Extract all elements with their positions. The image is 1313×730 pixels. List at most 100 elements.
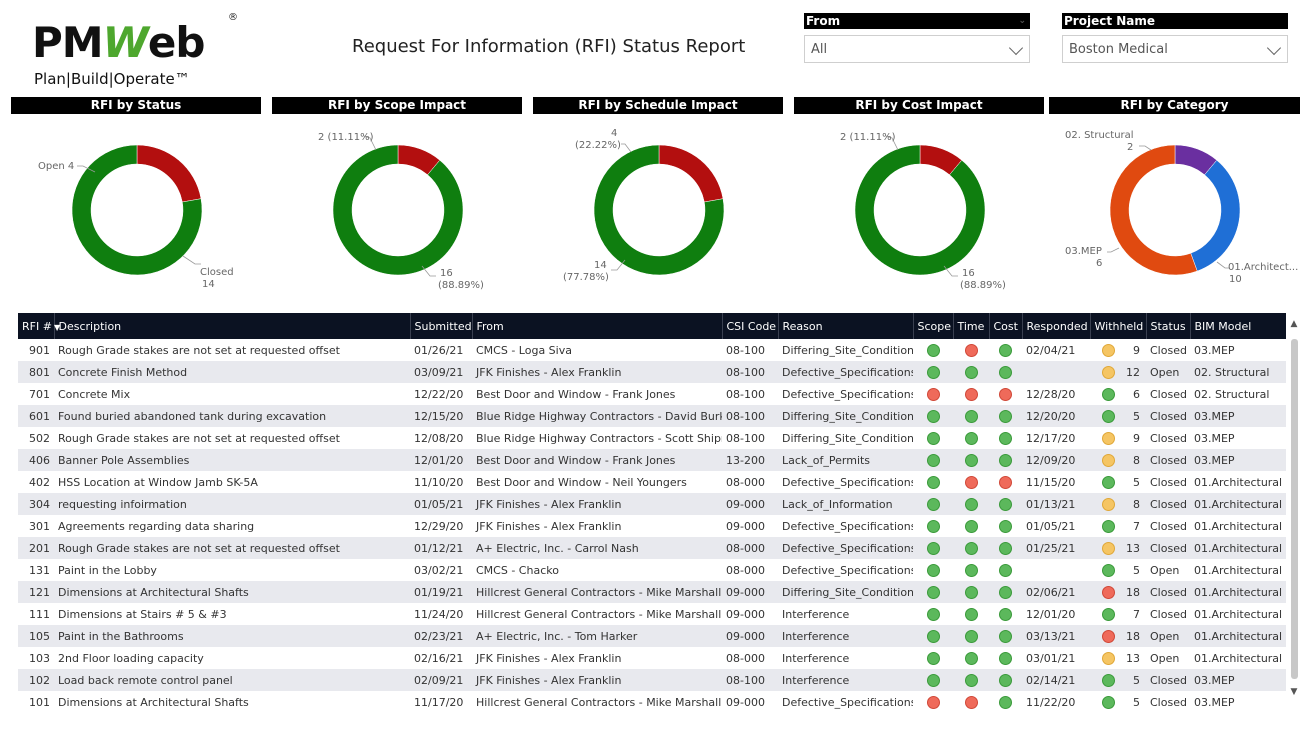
table-row[interactable]: 103 2nd Floor loading capacity 02/16/21 JFK… xyxy=(18,647,1286,669)
data-label: Closed xyxy=(200,267,234,278)
withheld-days: 6 xyxy=(1133,387,1140,401)
responded-cell: 12/09/20 xyxy=(1022,449,1090,471)
table-row[interactable]: 901 Rough Grade stakes are not set at req… xyxy=(18,339,1286,361)
column-header-submitted[interactable]: Submitted xyxy=(409,313,472,339)
project-name-dropdown[interactable]: Boston Medical xyxy=(1062,35,1288,63)
status-cell: Open xyxy=(1150,651,1180,665)
withheld-indicator-icon xyxy=(1102,519,1115,533)
donut-slice-closed[interactable] xyxy=(71,144,203,276)
table-row[interactable]: 301 Agreements regarding data sharing 12/2… xyxy=(18,515,1286,537)
column-header-rfi-number[interactable]: RFI # ▼ xyxy=(18,313,60,339)
cost-cell xyxy=(989,581,1022,603)
logo-registered-mark: ® xyxy=(228,12,238,23)
rfi-by-schedule-impact-chart[interactable]: RFI by Schedule Impact 4 (22.22%) 14 (77… xyxy=(533,97,783,297)
bim-model-cell: 03.MEP xyxy=(1194,695,1235,709)
table-row[interactable]: 701 Concrete Mix 12/22/20 Best Door and Win… xyxy=(18,383,1286,405)
bim-model-cell: 03.MEP xyxy=(1190,669,1286,691)
column-header-description[interactable]: Description xyxy=(53,313,410,339)
rfi-by-status-chart[interactable]: RFI by Status Open 4 Closed 14 xyxy=(11,97,261,297)
table-row[interactable]: 105 Paint in the Bathrooms 02/23/21 A+ Elec… xyxy=(18,625,1286,647)
scrollbar-thumb[interactable] xyxy=(1291,339,1298,679)
data-label: 02. Structural xyxy=(1065,130,1134,141)
reason-cell: Defective_Specifications xyxy=(782,695,913,709)
withheld-indicator-icon xyxy=(1102,607,1115,621)
bim-model-cell: 03.MEP xyxy=(1194,343,1235,357)
from-dropdown[interactable]: All xyxy=(804,35,1030,63)
chevron-down-icon: ⌄ xyxy=(1018,16,1026,26)
scope-cell xyxy=(913,537,953,559)
column-header-scope[interactable]: Scope xyxy=(912,313,953,339)
column-header-time[interactable]: Time xyxy=(952,313,989,339)
donut-slice-no-impact[interactable] xyxy=(332,144,464,276)
donut-slice-open[interactable] xyxy=(136,144,202,203)
scroll-down-icon[interactable]: ▼ xyxy=(1290,687,1298,697)
responded-cell xyxy=(1022,361,1090,383)
table-row[interactable]: 101 Dimensions at Architectural Shafts 11/… xyxy=(18,691,1286,713)
responded-cell xyxy=(1022,559,1090,581)
status-indicator-icon xyxy=(926,497,940,511)
bim-model-cell: 01.Architectural xyxy=(1190,493,1286,515)
withheld-indicator-icon xyxy=(1102,651,1115,665)
table-row[interactable]: 402 HSS Location at Window Jamb SK-5A 11/1… xyxy=(18,471,1286,493)
withheld-cell: 8 xyxy=(1090,449,1146,471)
table-row[interactable]: 801 Concrete Finish Method 03/09/21 JFK Fin… xyxy=(18,361,1286,383)
status-indicator-icon xyxy=(999,431,1012,445)
status-indicator-icon xyxy=(999,563,1012,577)
column-header-csi-code[interactable]: CSI Code xyxy=(721,313,778,339)
table-row[interactable]: 131 Paint in the Lobby 03/02/21 CMCS - Chac… xyxy=(18,559,1286,581)
table-scrollbar[interactable]: ▲ ▼ xyxy=(1289,313,1299,723)
table-row[interactable]: 102 Load back remote control panel 02/09/2… xyxy=(18,669,1286,691)
from-cell: CMCS - Chacko xyxy=(476,563,559,577)
column-header-from[interactable]: From xyxy=(471,313,722,339)
responded-cell: 03/01/21 xyxy=(1026,651,1076,665)
description-cell: HSS Location at Window Jamb SK-5A xyxy=(58,475,258,489)
withheld-indicator-icon xyxy=(1102,387,1115,401)
table-row[interactable]: 601 Found buried abandoned tank during ex… xyxy=(18,405,1286,427)
reason-cell: Differing_Site_Conditions xyxy=(782,343,913,357)
status-cell: Open xyxy=(1146,625,1190,647)
column-header-bim-model[interactable]: BIM Model xyxy=(1189,313,1286,339)
scroll-up-icon[interactable]: ▲ xyxy=(1290,319,1298,329)
status-indicator-icon xyxy=(926,629,940,643)
donut-slice-no-impact[interactable] xyxy=(593,144,725,276)
donut-slice-impact[interactable] xyxy=(658,144,724,203)
table-row[interactable]: 201 Rough Grade stakes are not set at req… xyxy=(18,537,1286,559)
withheld-days: 5 xyxy=(1133,409,1140,423)
scope-cell xyxy=(913,339,953,361)
responded-cell: 12/01/20 xyxy=(1026,607,1076,621)
responded-cell: 01/13/21 xyxy=(1022,493,1090,515)
description-cell: requesting infoirmation xyxy=(54,493,410,515)
status-indicator-icon xyxy=(964,365,978,379)
donut-slice-03-mep[interactable] xyxy=(1190,159,1241,272)
table-row[interactable]: 121 Dimensions at Architectural Shafts 01/… xyxy=(18,581,1286,603)
rfi-by-category-chart[interactable]: RFI by Category 02. Structural 2 03.MEP … xyxy=(1049,97,1300,297)
rfi-number-cell: 301 xyxy=(29,519,50,533)
column-header-responded[interactable]: Responded xyxy=(1021,313,1090,339)
status-indicator-icon xyxy=(999,475,1012,489)
time-cell xyxy=(953,405,989,427)
column-header-cost[interactable]: Cost xyxy=(988,313,1022,339)
donut-slice-no-impact[interactable] xyxy=(854,144,986,276)
status-indicator-icon xyxy=(999,519,1012,533)
table-row[interactable]: 502 Rough Grade stakes are not set at req… xyxy=(18,427,1286,449)
csi-code-cell: 09-000 xyxy=(722,625,778,647)
donut-slice-01-architectural[interactable] xyxy=(1109,144,1198,276)
rfi-by-scope-impact-chart[interactable]: RFI by Scope Impact 2 (11.11%) 16 (88.89… xyxy=(272,97,522,297)
withheld-indicator-icon xyxy=(1102,585,1115,599)
column-header-status[interactable]: Status xyxy=(1145,313,1190,339)
description-cell: Rough Grade stakes are not set at reques… xyxy=(58,431,340,445)
rfi-by-cost-impact-chart[interactable]: RFI by Cost Impact 2 (11.11%) 16 (88.89%… xyxy=(794,97,1044,297)
column-header-withheld[interactable]: Withheld xyxy=(1089,313,1146,339)
status-cell: Closed xyxy=(1150,695,1187,709)
description-cell: Rough Grade stakes are not set at reques… xyxy=(58,343,340,357)
status-indicator-icon xyxy=(926,409,940,423)
column-header-reason[interactable]: Reason xyxy=(777,313,913,339)
withheld-cell: 18 xyxy=(1090,625,1146,647)
table-row[interactable]: 406 Banner Pole Assemblies 12/01/20 Best Do… xyxy=(18,449,1286,471)
status-indicator-icon xyxy=(926,343,940,357)
bim-model-cell: 02. Structural xyxy=(1190,361,1286,383)
table-row[interactable]: 304 requesting infoirmation 01/05/21 JFK Fi… xyxy=(18,493,1286,515)
reason-cell: Interference xyxy=(778,669,913,691)
scope-cell xyxy=(913,449,953,471)
table-row[interactable]: 111 Dimensions at Stairs # 5 & #3 11/24/20… xyxy=(18,603,1286,625)
